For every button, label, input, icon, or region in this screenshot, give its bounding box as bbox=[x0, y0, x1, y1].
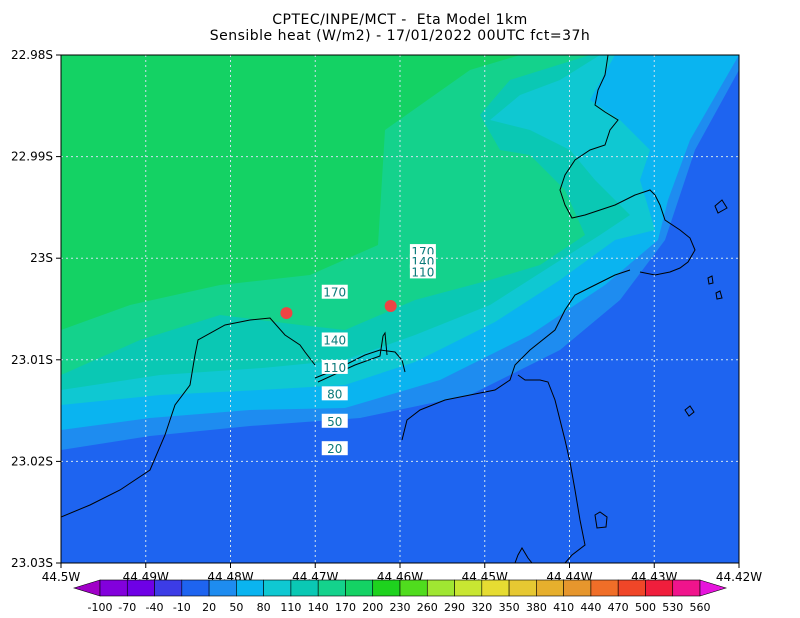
colorbar-label: 20 bbox=[202, 601, 216, 614]
colorbar-label: 470 bbox=[608, 601, 629, 614]
colorbar: -100 -70 -40 -10 20 50 80 110 140 170 200 230 260 290… bbox=[72, 579, 728, 614]
colorbar-label: 320 bbox=[471, 601, 492, 614]
colorbar-swatch bbox=[426, 579, 455, 597]
contour-label-bg bbox=[321, 332, 348, 347]
colorbar-swatch bbox=[263, 579, 292, 597]
y-tick-label: 23.03S bbox=[11, 556, 53, 570]
colorbar-swatch bbox=[345, 579, 374, 597]
x-tick-label: 44.5W bbox=[42, 570, 81, 584]
colorbar-label: 260 bbox=[417, 601, 438, 614]
contour-label-bg bbox=[409, 264, 436, 279]
contour-label-bg bbox=[321, 413, 348, 428]
colorbar-swatch bbox=[617, 579, 646, 597]
colorbar-label: 230 bbox=[390, 601, 411, 614]
colorbar-swatch bbox=[536, 579, 564, 597]
colorbar-label: 110 bbox=[280, 601, 301, 614]
contour-label-bg bbox=[321, 441, 348, 456]
colorbar-swatch bbox=[590, 579, 619, 597]
colorbar-swatch bbox=[290, 579, 319, 597]
colorbar-label: -70 bbox=[118, 601, 136, 614]
colorbar-swatch bbox=[126, 579, 155, 597]
colorbar-swatch bbox=[563, 579, 592, 597]
colorbar-label: 140 bbox=[308, 601, 329, 614]
colorbar-swatch bbox=[672, 579, 701, 597]
y-tick-label: 23S bbox=[30, 251, 53, 265]
station-marker bbox=[384, 299, 397, 312]
contour-label: 50 bbox=[327, 415, 342, 429]
colorbar-swatch bbox=[399, 579, 428, 597]
contour-label: 20 bbox=[327, 442, 342, 456]
colorbar-swatch bbox=[454, 579, 483, 597]
contour-label: 140 bbox=[323, 333, 346, 347]
colorbar-swatch bbox=[481, 579, 510, 597]
colorbar-swatch bbox=[508, 579, 537, 597]
station-markers bbox=[280, 299, 397, 320]
colorbar-swatch bbox=[181, 579, 210, 597]
contour-label-bg bbox=[321, 284, 348, 299]
colorbar-swatch bbox=[208, 579, 237, 597]
contour-label-bg bbox=[321, 359, 348, 374]
colorbar-swatch bbox=[372, 579, 401, 597]
station-marker bbox=[280, 307, 293, 320]
colorbar-label: 380 bbox=[526, 601, 547, 614]
chart-subtitle: Sensible heat (W/m2) - 17/01/2022 00UTC … bbox=[209, 28, 591, 44]
colorbar-label: 410 bbox=[553, 601, 574, 614]
contour-label: 110 bbox=[323, 361, 346, 375]
contour-label: 80 bbox=[327, 387, 342, 401]
colorbar-label: 350 bbox=[499, 601, 520, 614]
chart-title-block: CPTEC/INPE/MCT - Eta Model 1km Sensible … bbox=[0, 12, 800, 44]
y-axis: 22.98S 22.99S 23S 23.01S 23.02S 23.03S bbox=[11, 48, 61, 570]
colorbar-swatch bbox=[645, 579, 674, 597]
y-tick-label: 23.01S bbox=[11, 353, 53, 367]
contour-label: 170 bbox=[323, 286, 346, 300]
contour-label-bg bbox=[321, 386, 348, 401]
colorbar-swatch bbox=[99, 579, 128, 597]
colorbar-swatch bbox=[699, 579, 728, 597]
colorbar-label: -100 bbox=[88, 601, 113, 614]
colorbar-label: 170 bbox=[335, 601, 356, 614]
colorbar-swatch bbox=[154, 579, 183, 597]
grid-lines bbox=[61, 55, 739, 563]
contour-label: 110 bbox=[411, 265, 434, 279]
coastline bbox=[61, 55, 728, 563]
colorbar-label: 80 bbox=[257, 601, 271, 614]
colorbar-label: 560 bbox=[690, 601, 711, 614]
colorbar-label: 50 bbox=[229, 601, 243, 614]
colorbar-swatch bbox=[236, 579, 264, 597]
chart-title: CPTEC/INPE/MCT - Eta Model 1km bbox=[272, 12, 528, 28]
colorbar-label: 290 bbox=[444, 601, 465, 614]
colorbar-label: -40 bbox=[146, 601, 164, 614]
field-level-200-230 bbox=[61, 55, 520, 330]
x-tick-label: 44.42W bbox=[716, 570, 762, 584]
colorbar-swatch bbox=[317, 579, 346, 597]
colorbar-label: 530 bbox=[662, 601, 683, 614]
y-tick-label: 22.98S bbox=[11, 48, 53, 62]
colorbar-label: 500 bbox=[635, 601, 656, 614]
colorbar-label: 200 bbox=[362, 601, 383, 614]
colorbar-label: -10 bbox=[173, 601, 191, 614]
colorbar-label: 440 bbox=[580, 601, 601, 614]
y-tick-label: 22.99S bbox=[11, 150, 53, 164]
y-tick-label: 23.02S bbox=[11, 454, 53, 468]
